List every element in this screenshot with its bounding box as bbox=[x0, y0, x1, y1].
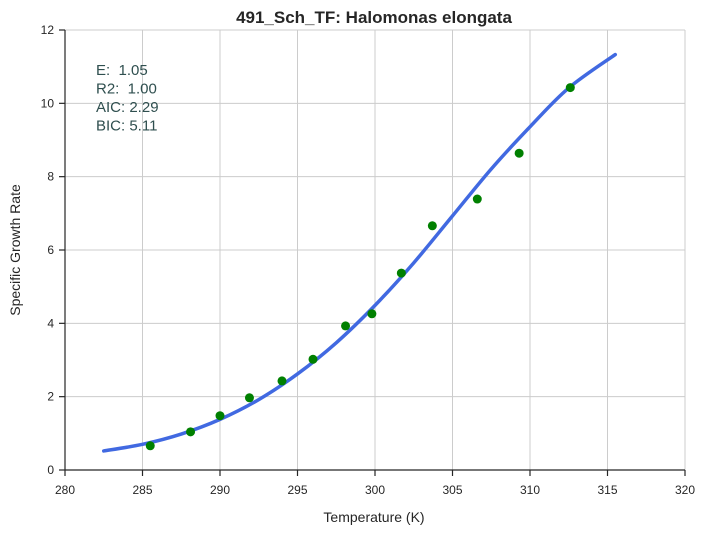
stat-annotation: R2: 1.00 bbox=[96, 81, 157, 98]
data-point bbox=[244, 393, 254, 403]
points-layer bbox=[145, 83, 575, 451]
data-point bbox=[145, 441, 155, 451]
data-point bbox=[308, 354, 318, 364]
stat-annotation: AIC: 2.29 bbox=[96, 99, 159, 116]
stat-annotation: BIC: 5.11 bbox=[96, 118, 157, 135]
x-tick-label: 300 bbox=[365, 483, 385, 497]
data-point bbox=[514, 148, 524, 158]
x-tick-label: 310 bbox=[520, 483, 540, 497]
fit-curve bbox=[102, 52, 617, 453]
y-tick-label: 0 bbox=[47, 463, 54, 477]
y-tick-label: 2 bbox=[47, 390, 54, 404]
x-axis-label: Temperature (K) bbox=[323, 509, 424, 525]
data-point bbox=[427, 221, 437, 231]
y-tick-label: 10 bbox=[41, 96, 55, 110]
y-ticks: 0 2 4 6 8 10 12 bbox=[41, 23, 65, 477]
data-point bbox=[215, 411, 225, 421]
y-axis-label: Specific Growth Rate bbox=[7, 184, 23, 316]
chart-title: 491_Sch_TF: Halomonas elongata bbox=[236, 8, 512, 27]
data-point bbox=[277, 376, 287, 386]
y-tick-label: 12 bbox=[41, 23, 55, 37]
x-tick-label: 280 bbox=[55, 483, 75, 497]
x-tick-label: 295 bbox=[287, 483, 307, 497]
fit-layer bbox=[102, 52, 617, 453]
x-tick-label: 305 bbox=[442, 483, 462, 497]
data-point bbox=[341, 321, 351, 331]
y-tick-label: 8 bbox=[47, 170, 54, 184]
data-point bbox=[186, 427, 196, 437]
grid bbox=[65, 29, 686, 470]
x-tick-label: 290 bbox=[210, 483, 230, 497]
data-point bbox=[396, 268, 406, 278]
y-tick-label: 6 bbox=[47, 243, 54, 257]
x-tick-label: 320 bbox=[675, 483, 695, 497]
y-tick-label: 4 bbox=[47, 316, 54, 330]
x-tick-label: 285 bbox=[132, 483, 152, 497]
stat-annotation: E: 1.05 bbox=[96, 62, 148, 79]
data-point bbox=[367, 309, 377, 319]
x-tick-label: 315 bbox=[597, 483, 617, 497]
x-ticks: 280 285 290 295 300 305 310 315 320 bbox=[55, 470, 695, 497]
data-point bbox=[472, 194, 482, 204]
data-point bbox=[565, 83, 575, 93]
